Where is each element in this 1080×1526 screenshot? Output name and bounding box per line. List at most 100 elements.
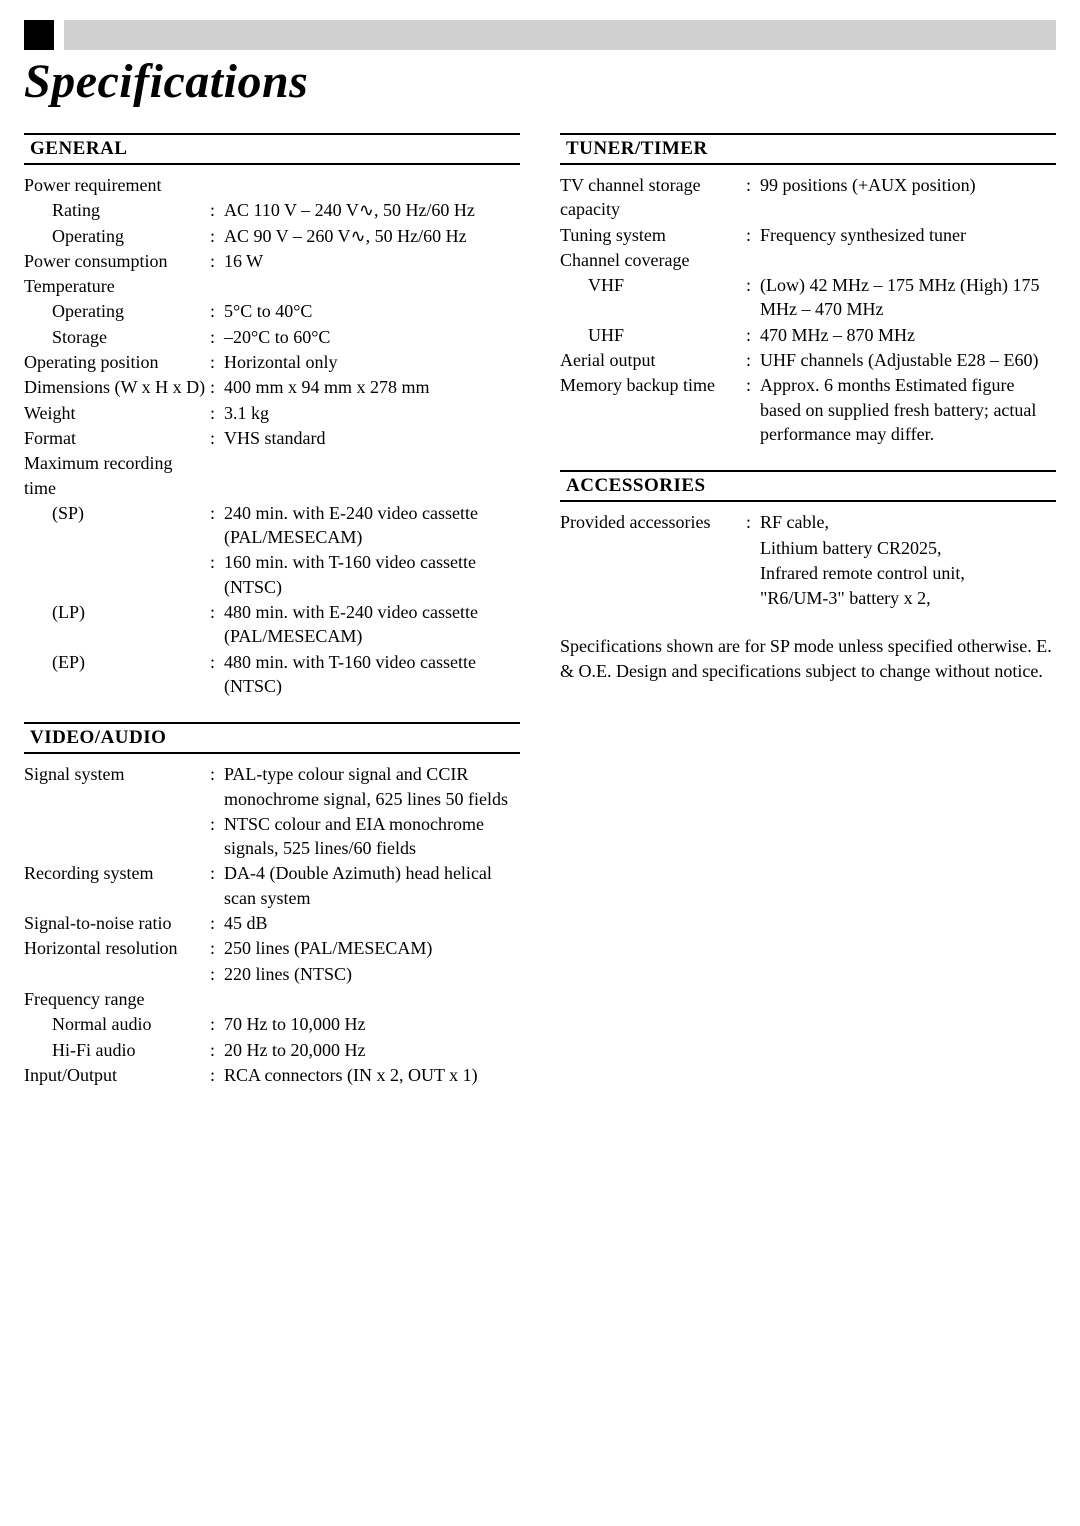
label: Operating position (24, 350, 210, 374)
label: Rating (24, 198, 210, 222)
section-heading-general: GENERAL (24, 133, 520, 165)
value: 250 lines (PAL/MESECAM) (224, 936, 520, 960)
value: PAL-type colour signal and CCIR monochro… (224, 762, 520, 811)
colon: : (210, 1038, 224, 1062)
label: Normal audio (24, 1012, 210, 1036)
value: (Low) 42 MHz – 175 MHz (High) 175 MHz – … (760, 273, 1056, 322)
left-column: GENERAL Power requirement Rating:AC 110 … (24, 133, 520, 1111)
label: Operating (24, 224, 210, 248)
colon: : (746, 273, 760, 322)
label: Dimensions (W x H x D) (24, 375, 210, 399)
section-heading-accessories: ACCESSORIES (560, 470, 1056, 502)
colon: : (210, 249, 224, 273)
right-column: TUNER/TIMER TV channel storage capacity:… (560, 133, 1056, 1111)
columns-container: GENERAL Power requirement Rating: AC 110 … (24, 133, 1056, 1111)
label (24, 812, 210, 861)
label: Provided accessories (560, 510, 746, 534)
colon: : (210, 650, 224, 699)
colon: : (210, 501, 224, 550)
value: Lithium battery CR2025, (760, 536, 1056, 560)
label: VHF (560, 273, 746, 322)
value: 5°C to 40°C (224, 299, 520, 323)
label: Power requirement (24, 173, 210, 197)
label: (LP) (24, 600, 210, 649)
value: 20 Hz to 20,000 Hz (224, 1038, 520, 1062)
value: AC 110 V – 240 V∿, 50 Hz/60 Hz (224, 198, 520, 222)
label: Power consumption (24, 249, 210, 273)
colon: : (210, 600, 224, 649)
colon: : (746, 510, 760, 534)
colon: : (210, 762, 224, 811)
value: 240 min. with E-240 video cassette (PAL/… (224, 501, 520, 550)
label: Channel coverage (560, 248, 746, 272)
value: Horizontal only (224, 350, 520, 374)
value: Approx. 6 months Estimated figure based … (760, 373, 1056, 446)
colon: : (210, 426, 224, 450)
black-square-icon (24, 20, 54, 50)
colon: : (746, 223, 760, 247)
colon: : (210, 350, 224, 374)
section-accessories: ACCESSORIES Provided accessories:RF cabl… (560, 470, 1056, 610)
value: NTSC colour and EIA monochrome signals, … (224, 812, 520, 861)
colon: : (210, 550, 224, 599)
section-heading-video-audio: VIDEO/AUDIO (24, 722, 520, 754)
label: Tuning system (560, 223, 746, 247)
label: Signal-to-noise ratio (24, 911, 210, 935)
value: Infrared remote control unit, (760, 561, 1056, 585)
colon: : (210, 812, 224, 861)
colon: : (746, 373, 760, 446)
label: Maximum recording time (24, 451, 210, 500)
label: Format (24, 426, 210, 450)
label: Weight (24, 401, 210, 425)
colon (746, 561, 760, 585)
colon: : (210, 962, 224, 986)
label: Horizontal resolution (24, 936, 210, 960)
section-heading-tuner-timer: TUNER/TIMER (560, 133, 1056, 165)
colon: : (210, 375, 224, 399)
value: 470 MHz – 870 MHz (760, 323, 1056, 347)
label: (SP) (24, 501, 210, 550)
page-title: Specifications (24, 54, 1056, 109)
grey-bar (64, 20, 1056, 50)
value: 16 W (224, 249, 520, 273)
label: Operating (24, 299, 210, 323)
value: 70 Hz to 10,000 Hz (224, 1012, 520, 1036)
colon: : (746, 323, 760, 347)
colon: : (210, 299, 224, 323)
colon: : (746, 173, 760, 222)
colon: : (210, 1063, 224, 1087)
label: Signal system (24, 762, 210, 811)
value: 480 min. with T-160 video cassette (NTSC… (224, 650, 520, 699)
colon: : (210, 198, 224, 222)
value: AC 90 V – 260 V∿, 50 Hz/60 Hz (224, 224, 520, 248)
label: UHF (560, 323, 746, 347)
value: UHF channels (Adjustable E28 – E60) (760, 348, 1056, 372)
label: Temperature (24, 274, 210, 298)
label (560, 561, 746, 585)
value: 45 dB (224, 911, 520, 935)
colon: : (210, 1012, 224, 1036)
value: "R6/UM-3" battery x 2, (760, 586, 1056, 610)
value: VHS standard (224, 426, 520, 450)
label: Memory backup time (560, 373, 746, 446)
value: 99 positions (+AUX position) (760, 173, 1056, 222)
value: RCA connectors (IN x 2, OUT x 1) (224, 1063, 520, 1087)
label (560, 536, 746, 560)
header-bar (24, 20, 1056, 50)
value: –20°C to 60°C (224, 325, 520, 349)
section-general: GENERAL Power requirement Rating:AC 110 … (24, 133, 520, 698)
label (560, 586, 746, 610)
value: Frequency synthesized tuner (760, 223, 1056, 247)
colon: : (746, 348, 760, 372)
value: 160 min. with T-160 video cassette (NTSC… (224, 550, 520, 599)
label: Recording system (24, 861, 210, 910)
colon (746, 586, 760, 610)
label: Hi-Fi audio (24, 1038, 210, 1062)
value: 400 mm x 94 mm x 278 mm (224, 375, 520, 399)
label: Frequency range (24, 987, 210, 1011)
value: DA-4 (Double Azimuth) head helical scan … (224, 861, 520, 910)
section-video-audio: VIDEO/AUDIO Signal system:PAL-type colou… (24, 722, 520, 1087)
label: Storage (24, 325, 210, 349)
colon: : (210, 401, 224, 425)
label: Aerial output (560, 348, 746, 372)
